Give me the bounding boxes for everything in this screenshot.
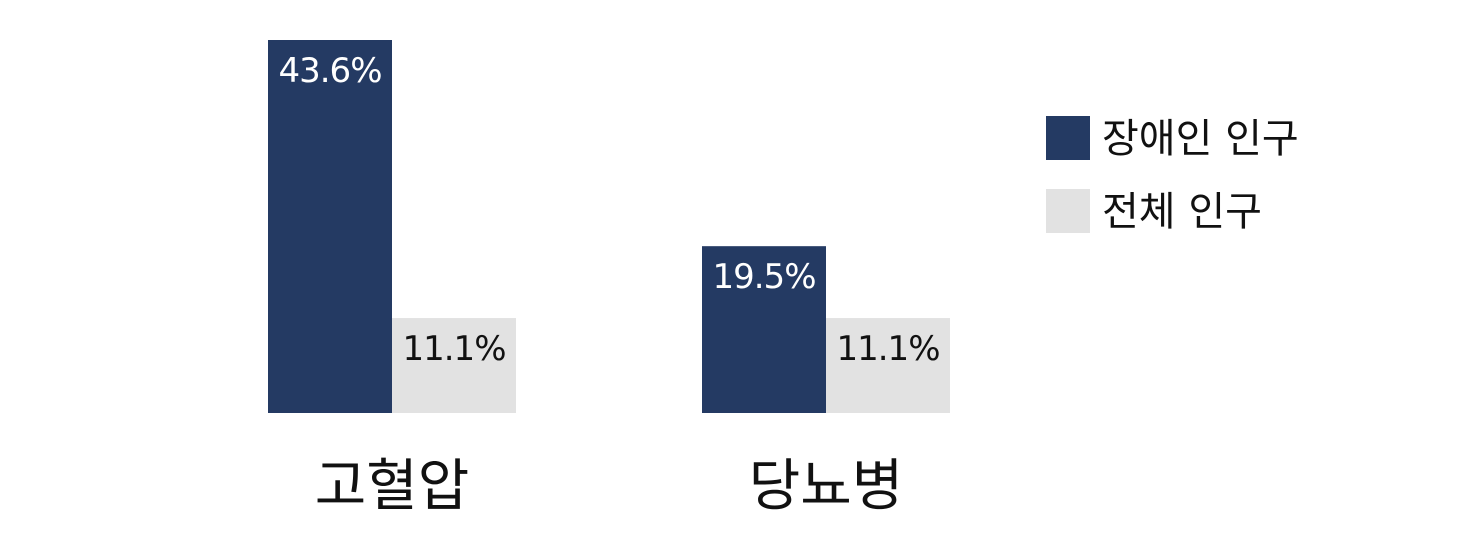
bar-disabled-2: [702, 246, 826, 413]
bar-disabled-1: [268, 40, 392, 413]
legend-label-1: 장애인 인구: [1102, 116, 1299, 162]
category-label-1: 고혈압: [315, 454, 470, 519]
bar-total-2: [826, 318, 950, 413]
legend-label-2: 전체 인구: [1102, 189, 1262, 235]
data-label-total-2: 11.1%: [836, 329, 939, 369]
data-labels-layer: 43.6% 11.1% 19.5% 11.1%: [278, 51, 940, 369]
data-label-disabled-1: 43.6%: [278, 51, 381, 91]
legend-swatch-2: [1046, 189, 1090, 233]
data-label-disabled-2: 19.5%: [712, 257, 815, 297]
category-labels-layer: 고혈압 당뇨병: [315, 454, 904, 519]
bar-total-1: [392, 318, 516, 413]
bars-layer: [268, 40, 950, 413]
data-label-total-1: 11.1%: [402, 329, 505, 369]
category-label-2: 당뇨병: [749, 454, 904, 519]
legend-swatch-1: [1046, 116, 1090, 160]
